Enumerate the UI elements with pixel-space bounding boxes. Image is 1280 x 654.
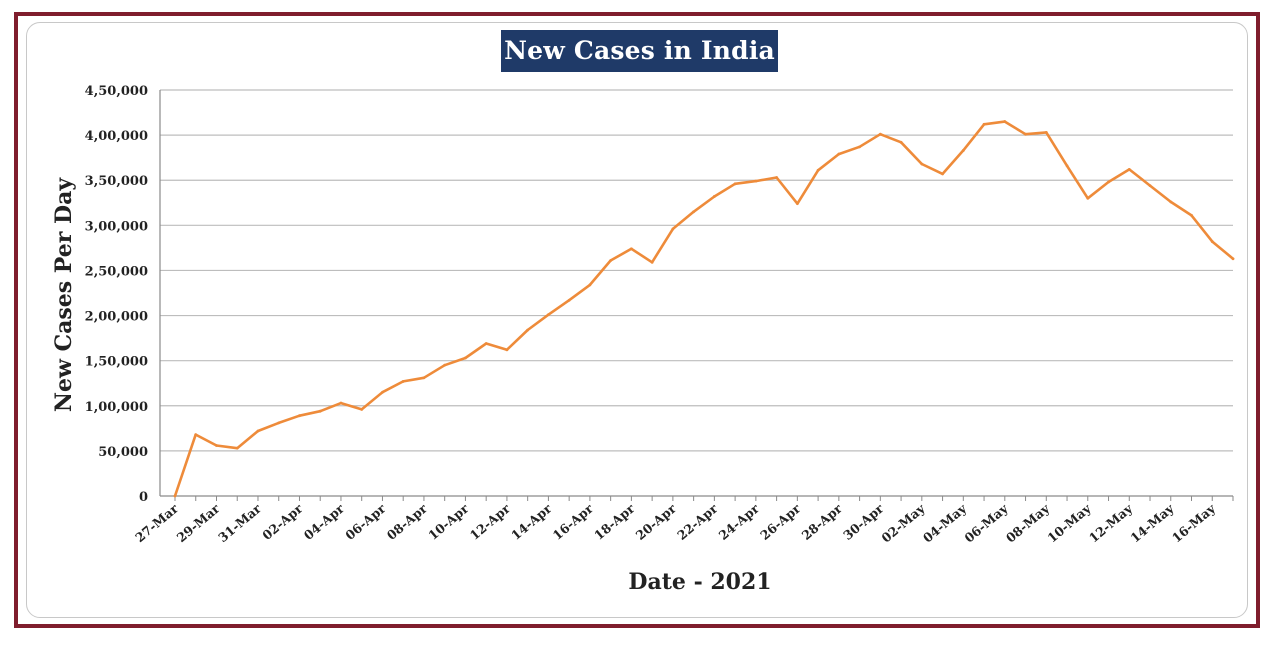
y-tick-label: 3,50,000 <box>85 174 148 189</box>
data-point <box>547 313 550 317</box>
data-point <box>505 348 509 352</box>
y-axis-label: New Cases Per Day <box>51 177 77 413</box>
x-tick-label: 02-Apr <box>259 501 305 543</box>
data-point <box>235 446 239 450</box>
chart-frame <box>14 12 1260 628</box>
data-point <box>1086 196 1090 200</box>
data-point <box>1231 257 1235 261</box>
data-point <box>464 356 467 360</box>
data-point <box>443 363 447 367</box>
data-point <box>961 149 965 152</box>
data-point <box>671 227 675 231</box>
data-point <box>1065 164 1069 168</box>
data-point <box>298 414 301 418</box>
data-point <box>754 179 758 183</box>
data-point <box>941 172 944 176</box>
data-point <box>1127 167 1131 171</box>
data-point <box>837 152 841 156</box>
data-point <box>775 176 779 179</box>
data-point <box>692 210 696 214</box>
y-tick-label: 3,00,000 <box>85 219 148 234</box>
data-point <box>878 132 882 136</box>
data-point <box>1190 214 1193 217</box>
data-point <box>173 494 177 498</box>
y-tick-label: 2,00,000 <box>85 310 148 325</box>
x-tick-label: 06-May <box>961 500 1011 545</box>
data-point <box>1003 120 1007 123</box>
data-point <box>401 380 405 383</box>
x-tick-label: 10-Apr <box>425 501 471 543</box>
x-tick-label: 27-Mar <box>132 501 181 546</box>
x-tick-label: 08-May <box>1003 500 1053 545</box>
y-tick-label: 2,50,000 <box>85 264 148 279</box>
x-tick-label: 14-Apr <box>508 501 554 543</box>
series-line-new-cases <box>173 120 1235 498</box>
x-tick-label: 10-May <box>1044 500 1094 545</box>
x-tick-label: 12-Apr <box>467 501 513 543</box>
data-point <box>360 407 364 411</box>
y-tick-label: 50,000 <box>98 445 148 460</box>
x-tick-label: 28-Apr <box>799 501 845 543</box>
x-tick-label: 06-Apr <box>342 501 388 543</box>
x-tick-label: 02-May <box>878 500 928 545</box>
data-point <box>816 168 820 172</box>
x-tick-label: 20-Apr <box>633 501 679 543</box>
data-point <box>277 421 281 425</box>
y-tick-label: 1,50,000 <box>85 355 148 370</box>
x-axis-label: Date - 2021 <box>628 569 772 595</box>
data-point <box>1148 184 1152 188</box>
data-point <box>650 260 654 264</box>
y-tick-label: 4,00,000 <box>85 129 148 144</box>
data-point <box>588 283 592 287</box>
data-point <box>1044 131 1048 134</box>
data-point <box>920 162 924 166</box>
y-tick-label: 0 <box>139 490 148 505</box>
data-point <box>381 390 384 394</box>
data-point <box>256 429 260 433</box>
x-tick-label: 16-May <box>1169 500 1219 545</box>
x-tick-label: 26-Apr <box>757 501 803 543</box>
data-point <box>567 298 571 302</box>
data-point <box>733 182 737 186</box>
data-point <box>795 202 799 206</box>
x-tick-label: 16-Apr <box>550 501 596 543</box>
data-point <box>899 140 903 144</box>
y-tick-label: 4,50,000 <box>85 84 148 99</box>
data-point <box>215 444 218 447</box>
x-tick-label: 08-Apr <box>384 501 430 543</box>
data-point <box>982 122 986 126</box>
data-point <box>422 376 426 380</box>
data-point <box>526 328 530 332</box>
data-point <box>484 342 488 345</box>
x-tick-label: 12-May <box>1086 500 1136 545</box>
data-point <box>858 145 861 149</box>
chart-title: New Cases in India <box>501 30 778 72</box>
data-point <box>1169 200 1173 204</box>
x-tick-label: 18-Apr <box>591 501 637 543</box>
chart-panel <box>26 22 1248 618</box>
data-point <box>1024 132 1027 136</box>
data-point <box>194 433 198 437</box>
data-point <box>318 409 322 413</box>
x-tick-label: 04-Apr <box>301 501 347 543</box>
x-tick-label: 04-May <box>920 500 970 545</box>
x-tick-label: 29-Mar <box>174 501 223 546</box>
x-tick-label: 24-Apr <box>716 501 762 543</box>
data-point <box>629 247 633 251</box>
data-point <box>712 195 716 198</box>
x-tick-label: 31-Mar <box>215 501 264 546</box>
data-point <box>1107 180 1110 184</box>
x-tick-label: 14-May <box>1127 500 1177 545</box>
y-tick-label: 1,00,000 <box>85 400 148 415</box>
data-point <box>339 401 343 405</box>
data-point <box>1210 240 1214 243</box>
x-tick-label: 22-Apr <box>674 501 720 543</box>
data-point <box>609 259 613 262</box>
